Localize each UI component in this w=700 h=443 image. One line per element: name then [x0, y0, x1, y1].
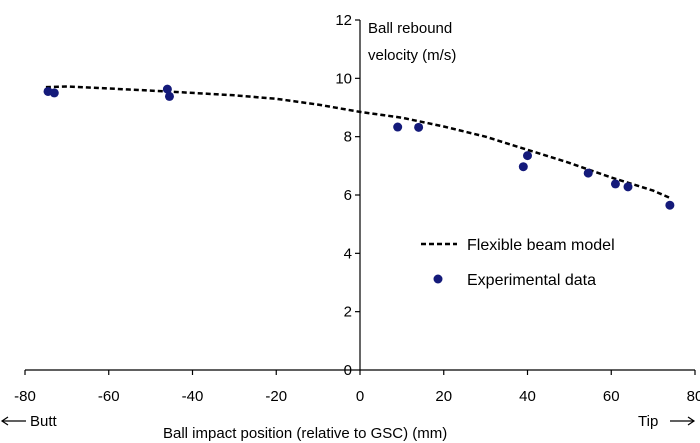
y-tick-label: 8 — [344, 129, 352, 146]
data-point — [414, 122, 424, 132]
y-tick-label: 10 — [335, 70, 352, 87]
data-point — [164, 91, 174, 101]
data-point — [623, 182, 633, 192]
butt-label: Butt — [30, 413, 58, 430]
y-tick-label: 2 — [344, 304, 352, 321]
legend-dot-swatch — [433, 274, 443, 284]
model-curve — [45, 85, 671, 200]
x-tick-label: -20 — [265, 388, 287, 405]
legend: Flexible beam model Experimental data — [421, 237, 615, 289]
butt-direction-indicator: Butt — [0, 413, 58, 430]
legend-label-experimental: Experimental data — [467, 272, 596, 289]
x-tick-label: 40 — [519, 388, 536, 405]
x-tick-label: 0 — [356, 388, 364, 405]
data-point — [162, 84, 172, 94]
y-tick-label: 4 — [344, 245, 352, 262]
y-tick-label: 6 — [344, 187, 352, 204]
data-point — [393, 122, 403, 132]
data-point — [665, 200, 675, 210]
y-axis-label-line2: velocity (m/s) — [368, 47, 456, 64]
x-tick-label: 80 — [687, 388, 700, 405]
tip-direction-indicator: Tip — [638, 413, 696, 430]
data-point — [583, 168, 593, 178]
series-layer — [43, 84, 675, 210]
data-point — [610, 179, 620, 189]
tip-label: Tip — [638, 413, 658, 430]
left-arrowhead-icon — [0, 416, 9, 426]
axes — [24, 19, 696, 375]
x-axis-label: Ball impact position (relative to GSC) (… — [163, 425, 447, 442]
y-axis-label-line1: Ball rebound — [368, 20, 452, 37]
right-arrowhead-icon — [687, 416, 696, 426]
data-point — [518, 162, 528, 172]
x-tick-label: -60 — [98, 388, 120, 405]
x-tick-label: 20 — [435, 388, 452, 405]
x-tick-label: -40 — [182, 388, 204, 405]
y-tick-label: 12 — [335, 12, 352, 29]
x-tick-label: -80 — [14, 388, 36, 405]
data-point — [523, 151, 532, 161]
x-tick-label: 60 — [603, 388, 620, 405]
legend-label-model: Flexible beam model — [467, 237, 615, 254]
data-point — [49, 88, 59, 98]
tick-layer: -80-60-40-20020406080246810120 — [14, 12, 700, 405]
